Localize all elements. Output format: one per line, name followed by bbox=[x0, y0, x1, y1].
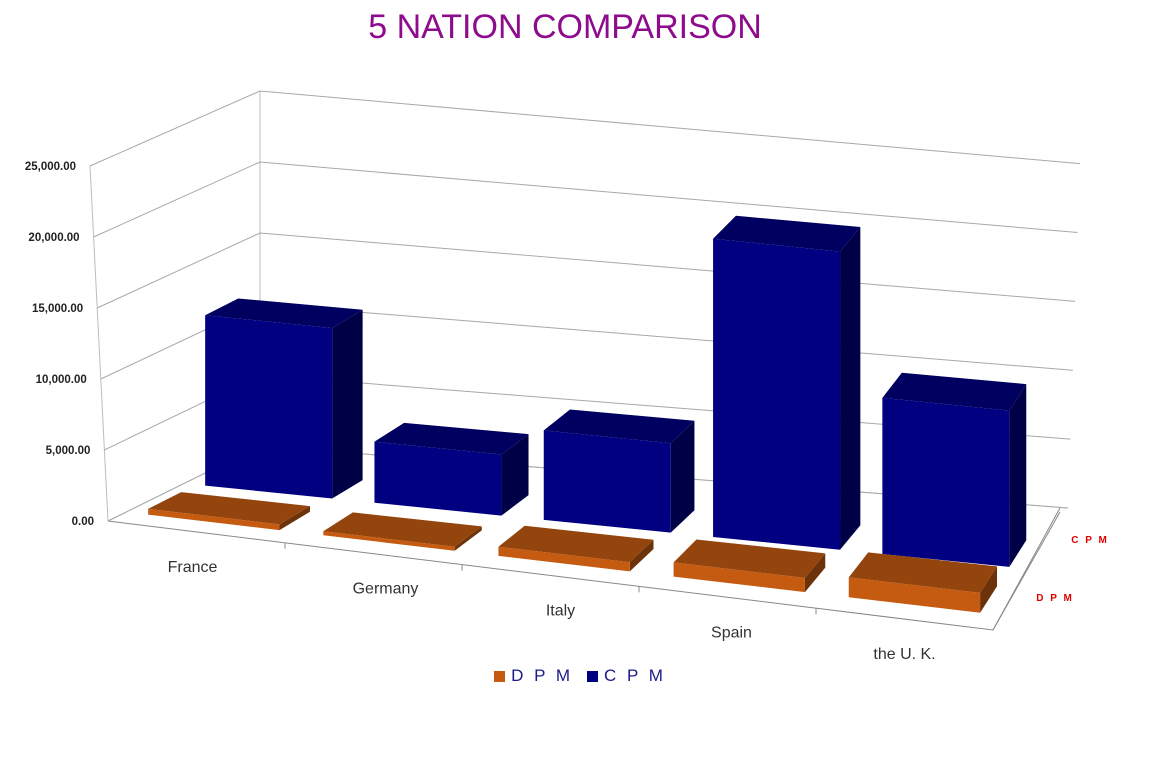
legend-item-dpm: D P M bbox=[494, 666, 573, 686]
bar-cpm-france bbox=[205, 298, 363, 499]
bar-cpm-the-u-k-side bbox=[1009, 384, 1027, 567]
bar-dpm-italy-side bbox=[629, 539, 654, 572]
bar-dpm-spain bbox=[673, 539, 826, 593]
x-axis-ticks: France Germany Italy Spain the U. K. bbox=[168, 542, 936, 663]
y-axis-ticks: 0.00 5,000.00 10,000.00 15,000.00 20,000.00 2… bbox=[25, 161, 94, 528]
bar-dpm-italy bbox=[498, 525, 654, 572]
x-tick-label: Spain bbox=[711, 624, 752, 641]
gridline bbox=[89, 90, 1081, 167]
bar-cpm-spain-front bbox=[713, 238, 841, 550]
bar-dpm-france bbox=[148, 492, 310, 531]
bar-cpm-france-side bbox=[332, 309, 363, 499]
legend-label-cpm: C P M bbox=[604, 666, 666, 685]
bar-cpm-italy-side bbox=[670, 420, 695, 533]
bar-cpm-spain-top bbox=[713, 215, 861, 252]
x-tick-label: France bbox=[168, 559, 218, 576]
bar-cpm-spain-side bbox=[840, 227, 861, 550]
bar-dpm-the-u-k-top bbox=[848, 552, 998, 593]
y-tick-label: 0.00 bbox=[72, 516, 94, 528]
bar-dpm-germany-front bbox=[323, 531, 455, 551]
gridline bbox=[96, 232, 1076, 309]
bar-dpm-italy-top bbox=[498, 525, 654, 563]
chart-legend: D P M C P M bbox=[0, 666, 1150, 686]
bar-dpm-the-u-k-front bbox=[848, 577, 981, 613]
bar-dpm-france-side bbox=[279, 506, 310, 531]
bar-dpm-spain-top bbox=[673, 539, 826, 578]
y-tick-label: 10,000.00 bbox=[36, 374, 87, 386]
gridline bbox=[93, 161, 1078, 238]
bar-dpm-germany-top bbox=[323, 512, 482, 547]
chart-title: 5 NATION COMPARISON bbox=[368, 8, 762, 46]
legend-swatch-dpm bbox=[494, 670, 506, 682]
x-tick-label: Germany bbox=[353, 581, 419, 598]
bar-cpm-germany-top bbox=[374, 422, 529, 455]
chart-bars bbox=[148, 215, 1027, 613]
bar-cpm-germany-side bbox=[501, 434, 529, 516]
bar-dpm-the-u-k-side bbox=[980, 566, 998, 613]
bar-dpm-germany bbox=[323, 512, 482, 551]
bar-cpm-italy-front bbox=[543, 430, 671, 533]
bar-cpm-the-u-k bbox=[882, 372, 1027, 567]
bar-dpm-france-top bbox=[148, 492, 310, 525]
legend-swatch-cpm bbox=[587, 670, 598, 682]
bar-cpm-the-u-k-front bbox=[882, 397, 1010, 567]
bar-cpm-spain bbox=[713, 215, 861, 550]
bar-cpm-germany-front bbox=[374, 441, 502, 516]
depth-tick-label: C P M bbox=[1071, 535, 1109, 546]
depth-axis-line bbox=[992, 511, 1061, 631]
legend-label-dpm: D P M bbox=[511, 666, 573, 685]
bar-cpm-germany bbox=[374, 422, 529, 516]
bar-dpm-germany-side bbox=[454, 526, 482, 551]
bar-cpm-the-u-k-top bbox=[882, 372, 1027, 411]
bar-cpm-france-top bbox=[205, 298, 363, 329]
y-tick-label: 25,000.00 bbox=[25, 161, 76, 173]
bar-dpm-the-u-k bbox=[848, 552, 998, 613]
bar-dpm-spain-front bbox=[673, 562, 805, 593]
axis-line-y bbox=[89, 165, 109, 522]
bar-cpm-france-front bbox=[205, 315, 333, 499]
y-tick-label: 15,000.00 bbox=[32, 303, 83, 315]
depth-tick-label: D P M bbox=[1036, 593, 1074, 604]
y-tick-label: 5,000.00 bbox=[46, 445, 91, 457]
y-tick-label: 20,000.00 bbox=[28, 232, 79, 244]
legend-item-cpm: C P M bbox=[587, 666, 666, 686]
bar-dpm-spain-side bbox=[804, 553, 826, 593]
bar-dpm-italy-front bbox=[498, 546, 630, 572]
bar-dpm-france-front bbox=[148, 508, 280, 531]
depth-axis-ticks: D P M C P M bbox=[992, 511, 1109, 631]
bar-cpm-italy-top bbox=[543, 409, 695, 444]
bar-cpm-italy bbox=[543, 409, 695, 533]
x-tick-label: the U. K. bbox=[873, 646, 935, 663]
x-tick-label: Italy bbox=[546, 603, 575, 620]
